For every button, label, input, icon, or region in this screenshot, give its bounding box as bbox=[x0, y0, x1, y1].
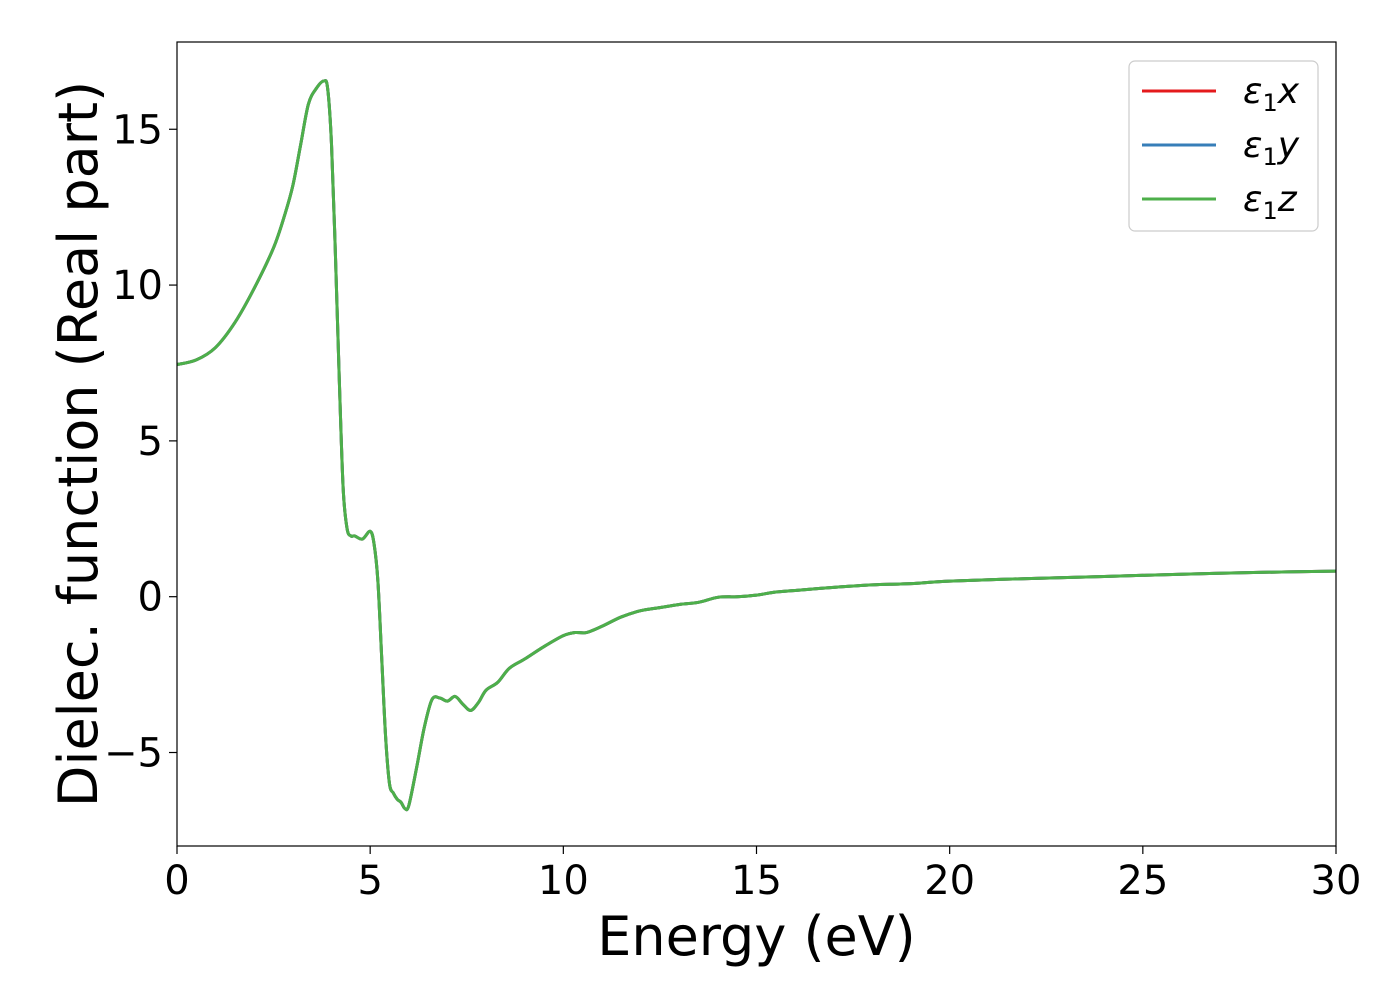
y-tick-label: −5 bbox=[104, 731, 163, 777]
legend: ε1x ε1y ε1z bbox=[1128, 60, 1319, 232]
y-tick-label: 0 bbox=[138, 575, 163, 621]
legend-box bbox=[1128, 60, 1319, 232]
x-tick-label: 10 bbox=[538, 858, 589, 904]
x-axis-title: Energy (eV) bbox=[597, 905, 916, 968]
x-tick-label: 25 bbox=[1117, 858, 1168, 904]
x-tick-label: 0 bbox=[164, 858, 189, 904]
legend-entry: ε1z bbox=[1243, 179, 1298, 225]
x-tick-label: 20 bbox=[924, 858, 975, 904]
y-tick-label: 10 bbox=[112, 263, 163, 309]
x-tick-label: 15 bbox=[731, 858, 782, 904]
y-tick-label: 15 bbox=[112, 107, 163, 153]
legend-entry: ε1y bbox=[1243, 125, 1300, 171]
legend-entry: ε1x bbox=[1243, 71, 1300, 117]
x-tick-label: 5 bbox=[357, 858, 382, 904]
y-axis-title: Dielec. function (Real part) bbox=[47, 81, 110, 807]
x-axis-ticks: 0 5 10 15 20 25 30 bbox=[164, 846, 1361, 904]
x-tick-label: 30 bbox=[1311, 858, 1362, 904]
y-axis-ticks: −5 0 5 10 15 bbox=[104, 107, 177, 777]
series-line-z bbox=[176, 79, 1337, 812]
series-layer bbox=[176, 79, 1337, 812]
y-tick-label: 5 bbox=[138, 419, 163, 465]
